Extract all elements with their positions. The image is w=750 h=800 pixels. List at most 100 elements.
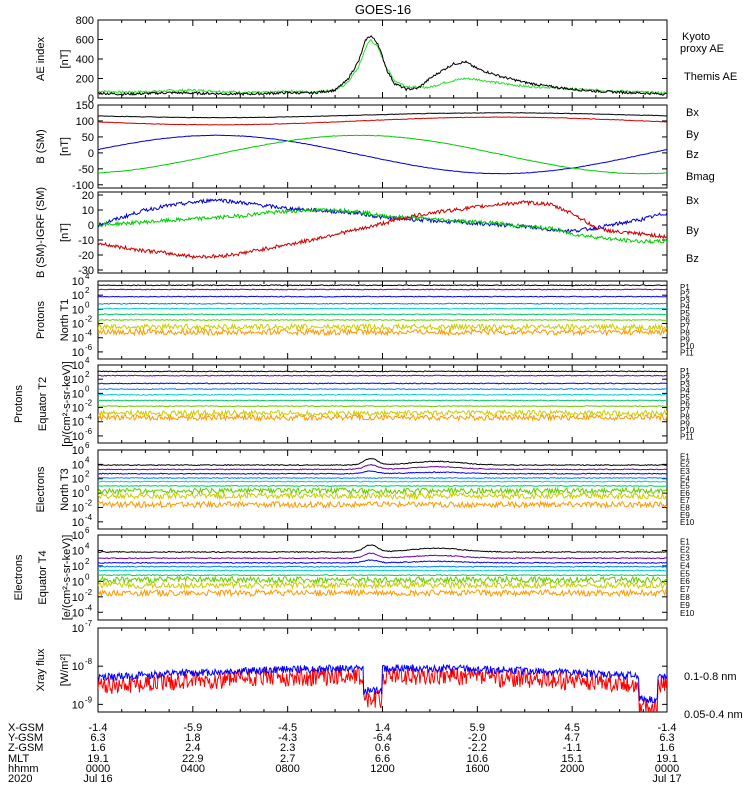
legend-p8: P8 bbox=[680, 329, 690, 338]
x-row-value: 5.9 bbox=[470, 722, 485, 734]
legend-e1: E1 bbox=[680, 452, 690, 461]
series-line-e6 bbox=[98, 484, 667, 487]
y-tick-label: 10 bbox=[72, 388, 84, 400]
legend-e1: E1 bbox=[680, 538, 690, 547]
y-tick-label: 10 bbox=[72, 661, 84, 673]
legend-p10: P10 bbox=[680, 342, 695, 351]
series-line-e9 bbox=[98, 499, 667, 509]
series-line-e6 bbox=[98, 574, 667, 577]
y-tick-exponent: 4 bbox=[85, 455, 90, 464]
series-line-p1 bbox=[98, 284, 667, 287]
x-row-label-z-gsm: Z-GSM bbox=[8, 742, 43, 754]
series-line-bx bbox=[98, 134, 667, 175]
y-tick-label: 10 bbox=[72, 530, 84, 542]
y-axis-label: Xray flux bbox=[35, 648, 47, 691]
series-line-e1 bbox=[98, 458, 667, 467]
legend-p4: P4 bbox=[680, 387, 690, 396]
legend-p7: P7 bbox=[680, 322, 690, 331]
y-tick-exponent: -6 bbox=[85, 343, 93, 352]
x-row-value: 4.7 bbox=[565, 732, 580, 744]
y-tick-label: 800 bbox=[76, 15, 94, 27]
legend-xray-short: 0.05-0.4 nm bbox=[684, 709, 743, 721]
legend-p6: P6 bbox=[680, 316, 690, 325]
legend-e9: E9 bbox=[680, 511, 690, 520]
series-line-e5 bbox=[98, 569, 667, 572]
y-tick-label: 10 bbox=[72, 502, 84, 514]
x-row-value: 19.1 bbox=[87, 753, 108, 765]
panel-series bbox=[98, 197, 667, 260]
y-axis-label: [nT] bbox=[59, 50, 71, 69]
y-tick-exponent: -2 bbox=[85, 498, 93, 507]
legend-e10: E10 bbox=[680, 518, 695, 527]
legend-e3: E3 bbox=[680, 467, 690, 476]
x-row-value: 1.8 bbox=[185, 732, 200, 744]
series-line-p6 bbox=[98, 313, 667, 316]
legend-p7: P7 bbox=[680, 406, 690, 415]
y-tick-exponent: -7 bbox=[85, 619, 93, 628]
y-tick-label: 100 bbox=[76, 116, 94, 128]
x-row-value: 6.3 bbox=[659, 732, 674, 744]
x-axis-table: X-GSM -1.4 -5.9 -4.5 1.4 5.9 4.5 -1.4Y-GSM 6.3 1.… bbox=[8, 722, 682, 785]
series-line-p4 bbox=[98, 388, 667, 391]
legend-by: By bbox=[686, 129, 699, 141]
series-line-p2 bbox=[98, 288, 667, 291]
legend-p5: P5 bbox=[680, 393, 690, 402]
legend-p8: P8 bbox=[680, 413, 690, 422]
y-axis-label: [W/m²] bbox=[59, 654, 71, 686]
x-row-value: 0.6 bbox=[375, 742, 390, 754]
y-tick-exponent: -2 bbox=[85, 399, 93, 408]
y-tick-label: -100 bbox=[72, 180, 94, 192]
panel-3: -30 -20 -10 0 10 20 B (SM)-IGRF (SM) [nT] Bx By Bz bbox=[35, 187, 699, 278]
legend-e8: E8 bbox=[680, 503, 690, 512]
legend-e10: E10 bbox=[680, 609, 695, 618]
y-tick-label: -20 bbox=[78, 250, 94, 262]
x-row-value: 2.7 bbox=[280, 753, 295, 765]
x-row-label-2020: 2020 bbox=[8, 773, 32, 785]
series-line-p5 bbox=[98, 393, 667, 396]
panel-series bbox=[98, 663, 667, 712]
x-row-value: -1.4 bbox=[658, 722, 677, 734]
series-line-bz bbox=[98, 116, 667, 126]
series-line-e8 bbox=[98, 491, 667, 501]
panel-series bbox=[98, 112, 667, 175]
y-axis-label: North T3 bbox=[59, 468, 71, 511]
y-tick-label: 10 bbox=[72, 431, 84, 443]
legend-bmag: Bmag bbox=[686, 171, 715, 183]
series-line-themis-ae bbox=[98, 35, 667, 97]
y-tick-label: 10 bbox=[72, 374, 84, 386]
series-line-e1 bbox=[98, 544, 667, 554]
legend-e6: E6 bbox=[680, 489, 690, 498]
y-tick-label: 400 bbox=[76, 54, 94, 66]
legend-e8: E8 bbox=[680, 593, 690, 602]
y-tick-exponent: -4 bbox=[85, 329, 93, 338]
series-line-p3 bbox=[98, 295, 667, 298]
y-tick-label: 10 bbox=[72, 347, 84, 359]
y-tick-label: -30 bbox=[78, 265, 94, 277]
y-tick-exponent: -4 bbox=[85, 603, 93, 612]
y-tick-label: 10 bbox=[72, 576, 84, 588]
x-row-value: 0000 bbox=[86, 763, 110, 775]
x-row-value: 2.3 bbox=[280, 742, 295, 754]
legend-p9: P9 bbox=[680, 419, 690, 428]
x-row-value: Jul 17 bbox=[652, 773, 681, 785]
panel-2: -100 -50 0 50 100 150 B (SM) [nT] Bx By Bz Bmag bbox=[35, 100, 715, 192]
chart-title: GOES-16 bbox=[355, 2, 411, 17]
y-tick-label: 10 bbox=[72, 517, 84, 529]
legend-e2: E2 bbox=[680, 460, 690, 469]
x-row-value: 2.4 bbox=[185, 742, 200, 754]
y-tick-label: 10 bbox=[72, 290, 84, 302]
legend-e6: E6 bbox=[680, 577, 690, 586]
series-line-e2 bbox=[98, 463, 667, 471]
legend-e3: E3 bbox=[680, 554, 690, 563]
y-tick-label: 10 bbox=[72, 607, 84, 619]
legend-p3: P3 bbox=[680, 380, 690, 389]
y-axis-label: Equator T2 bbox=[37, 377, 49, 431]
x-row-value: 1600 bbox=[465, 763, 489, 775]
legend-p9: P9 bbox=[680, 335, 690, 344]
legend-themis-ae: Themis AE bbox=[684, 71, 737, 83]
y-tick-label: 20 bbox=[82, 190, 94, 202]
